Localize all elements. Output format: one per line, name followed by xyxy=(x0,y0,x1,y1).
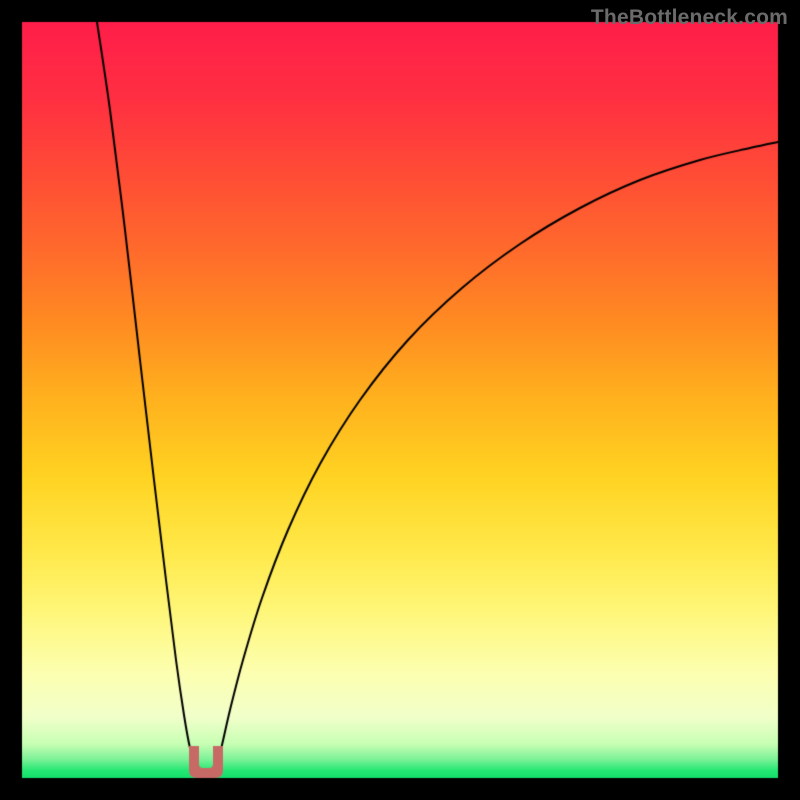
chart-container: TheBottleneck.com xyxy=(0,0,800,800)
watermark-label: TheBottleneck.com xyxy=(591,6,788,30)
bottleneck-curve-plot xyxy=(0,0,800,800)
